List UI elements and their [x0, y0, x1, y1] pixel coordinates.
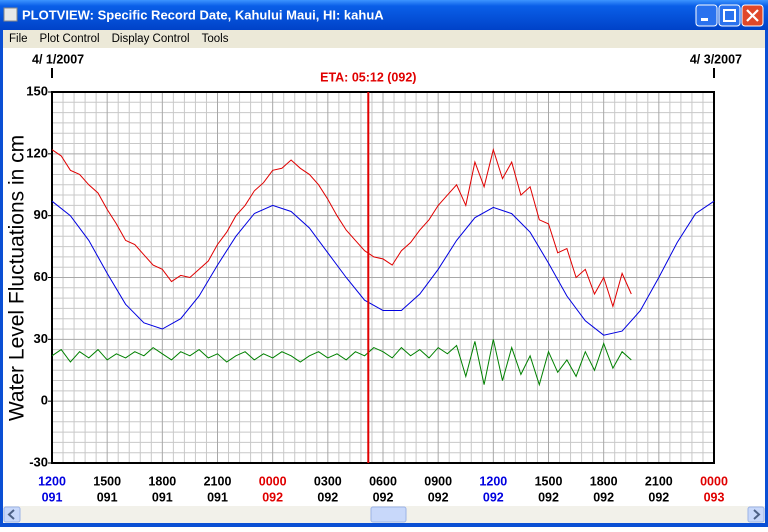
x-tick-day-label: 091: [97, 490, 118, 504]
x-tick-label: 1800: [148, 474, 176, 488]
maximize-button[interactable]: [718, 4, 741, 27]
y-axis-label: Water Level Fluctuations in cm: [6, 135, 29, 421]
minimize-button[interactable]: [695, 4, 718, 27]
plot-border: [51, 91, 715, 464]
x-tick-day-label: 092: [428, 490, 449, 504]
close-button[interactable]: [741, 4, 764, 27]
y-tick-label: 30: [34, 331, 48, 346]
menu-item[interactable]: File: [9, 33, 28, 45]
x-tick-day-label: 092: [648, 490, 669, 504]
x-tick-label: 0000: [259, 474, 287, 488]
x-tick-label: 1200: [38, 474, 66, 488]
y-tick-label: -30: [29, 454, 48, 469]
app-icon: [3, 7, 18, 22]
x-tick-label: 1200: [479, 474, 507, 488]
x-tick-label: 0900: [424, 474, 452, 488]
y-tick-label: 60: [34, 269, 48, 284]
x-tick-day-label: 092: [262, 490, 283, 504]
data-line: [51, 200, 715, 336]
y-tick-label: 120: [26, 145, 48, 160]
scroll-thumb[interactable]: [370, 506, 407, 523]
menu-bar: [3, 30, 765, 48]
x-tick-day-label: 092: [538, 490, 559, 504]
scroll-right-button[interactable]: [747, 506, 765, 523]
x-tick-day-label: 092: [483, 490, 504, 504]
x-tick-day-label: 092: [373, 490, 394, 504]
x-tick-day-label: 093: [704, 490, 725, 504]
y-tick-label: 150: [26, 83, 48, 98]
y-tick-label: 0: [41, 393, 48, 408]
x-tick-label: 1800: [590, 474, 618, 488]
y-tick-label: 90: [34, 207, 48, 222]
window-title: PLOTVIEW: Specific Record Date, Kahului …: [22, 7, 384, 22]
eta-label: ETA: 05:12 (092): [320, 70, 416, 84]
x-tick-label: 1500: [93, 474, 121, 488]
x-tick-label: 0600: [369, 474, 397, 488]
x-tick-day-label: 091: [152, 490, 173, 504]
data-line: [51, 339, 632, 387]
menu-item[interactable]: Plot Control: [40, 33, 100, 45]
menu-item[interactable]: Display Control: [112, 33, 190, 45]
date-label: 4/ 1/2007: [32, 52, 84, 66]
x-tick-day-label: 091: [207, 490, 228, 504]
x-tick-day-label: 092: [593, 490, 614, 504]
x-tick-day-label: 092: [317, 490, 338, 504]
title-bar: [0, 0, 768, 30]
menu-item[interactable]: Tools: [202, 33, 229, 45]
date-label: 4/ 3/2007: [690, 52, 742, 66]
scroll-left-button[interactable]: [3, 506, 21, 523]
x-tick-label: 0000: [700, 474, 728, 488]
x-tick-label: 0300: [314, 474, 342, 488]
x-tick-day-label: 091: [42, 490, 63, 504]
x-tick-label: 1500: [535, 474, 563, 488]
x-tick-label: 2100: [645, 474, 673, 488]
x-tick-label: 2100: [204, 474, 232, 488]
data-line: [51, 147, 632, 309]
